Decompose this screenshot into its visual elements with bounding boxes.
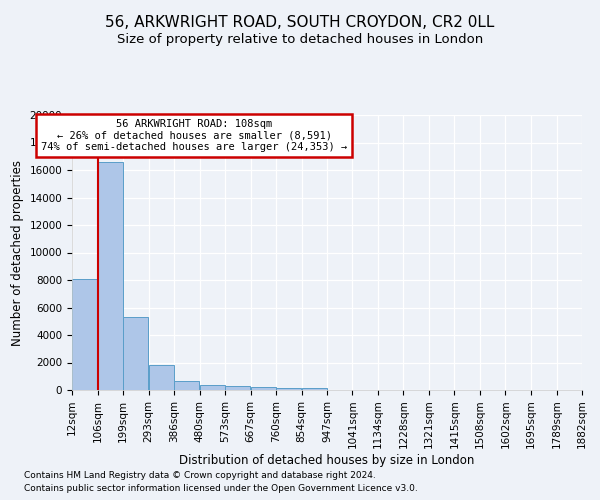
Text: 56, ARKWRIGHT ROAD, SOUTH CROYDON, CR2 0LL: 56, ARKWRIGHT ROAD, SOUTH CROYDON, CR2 0… bbox=[106, 15, 494, 30]
X-axis label: Distribution of detached houses by size in London: Distribution of detached houses by size … bbox=[179, 454, 475, 467]
Text: 56 ARKWRIGHT ROAD: 108sqm
← 26% of detached houses are smaller (8,591)
74% of se: 56 ARKWRIGHT ROAD: 108sqm ← 26% of detac… bbox=[41, 119, 347, 152]
Bar bbox=[251, 387, 276, 390]
Bar bbox=[123, 317, 148, 390]
Text: Contains public sector information licensed under the Open Government Licence v3: Contains public sector information licen… bbox=[24, 484, 418, 493]
Bar bbox=[149, 364, 174, 390]
Y-axis label: Number of detached properties: Number of detached properties bbox=[11, 160, 24, 346]
Text: Contains HM Land Registry data © Crown copyright and database right 2024.: Contains HM Land Registry data © Crown c… bbox=[24, 470, 376, 480]
Bar bbox=[72, 278, 97, 390]
Bar bbox=[276, 388, 301, 390]
Bar bbox=[174, 381, 199, 390]
Text: Size of property relative to detached houses in London: Size of property relative to detached ho… bbox=[117, 34, 483, 46]
Bar bbox=[98, 162, 123, 390]
Bar bbox=[225, 386, 250, 390]
Bar bbox=[302, 388, 327, 390]
Bar bbox=[200, 385, 225, 390]
